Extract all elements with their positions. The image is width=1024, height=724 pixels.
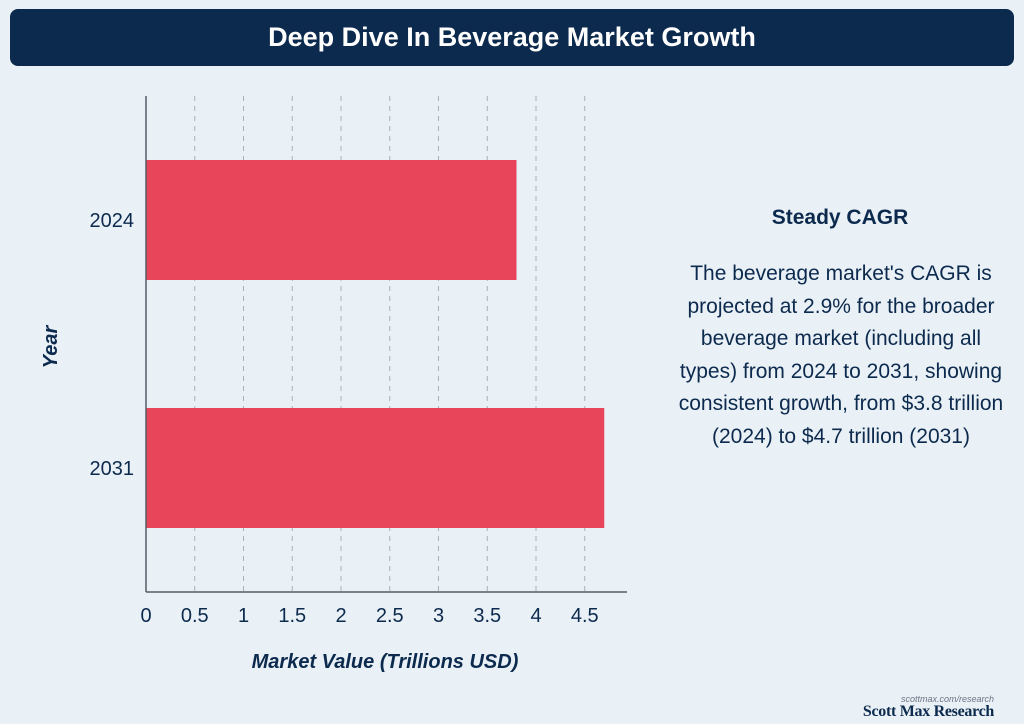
x-tick-label: 0.5 xyxy=(181,605,209,627)
insight-body: The beverage market's CAGR is projected … xyxy=(678,262,1004,448)
x-tick-label: 0 xyxy=(140,605,151,627)
bar-2031 xyxy=(146,408,605,528)
x-tick-label: 1.5 xyxy=(278,605,306,627)
x-tick-label: 2.5 xyxy=(376,605,404,627)
y-tick-label: 2031 xyxy=(90,458,135,480)
x-tick-label: 2 xyxy=(335,605,346,627)
bar-2024 xyxy=(146,160,517,280)
x-tick-label: 3.5 xyxy=(473,605,501,627)
y-axis-label: Year xyxy=(40,324,62,368)
x-axis-label: Market Value (Trillions USD) xyxy=(252,651,519,673)
brand-url: scottmax.com/research xyxy=(900,694,994,704)
bars xyxy=(146,160,605,528)
x-tick-label: 3 xyxy=(433,605,444,627)
x-tick-label: 4 xyxy=(530,605,541,627)
insight-heading: Steady CAGR xyxy=(771,206,909,229)
y-tick-labels: 2024 2031 xyxy=(90,210,135,480)
page-title: Deep Dive In Beverage Market Growth xyxy=(268,22,756,52)
brand-logo: Scott Max Research xyxy=(862,703,994,720)
y-tick-label: 2024 xyxy=(90,210,135,232)
x-tick-label: 1 xyxy=(238,605,249,627)
x-tick-labels: 0 0.5 1 1.5 2 2.5 3 3.5 4 4.5 xyxy=(140,605,598,627)
x-tick-label: 4.5 xyxy=(571,605,599,627)
title-banner: Deep Dive In Beverage Market Growth xyxy=(10,9,1014,66)
